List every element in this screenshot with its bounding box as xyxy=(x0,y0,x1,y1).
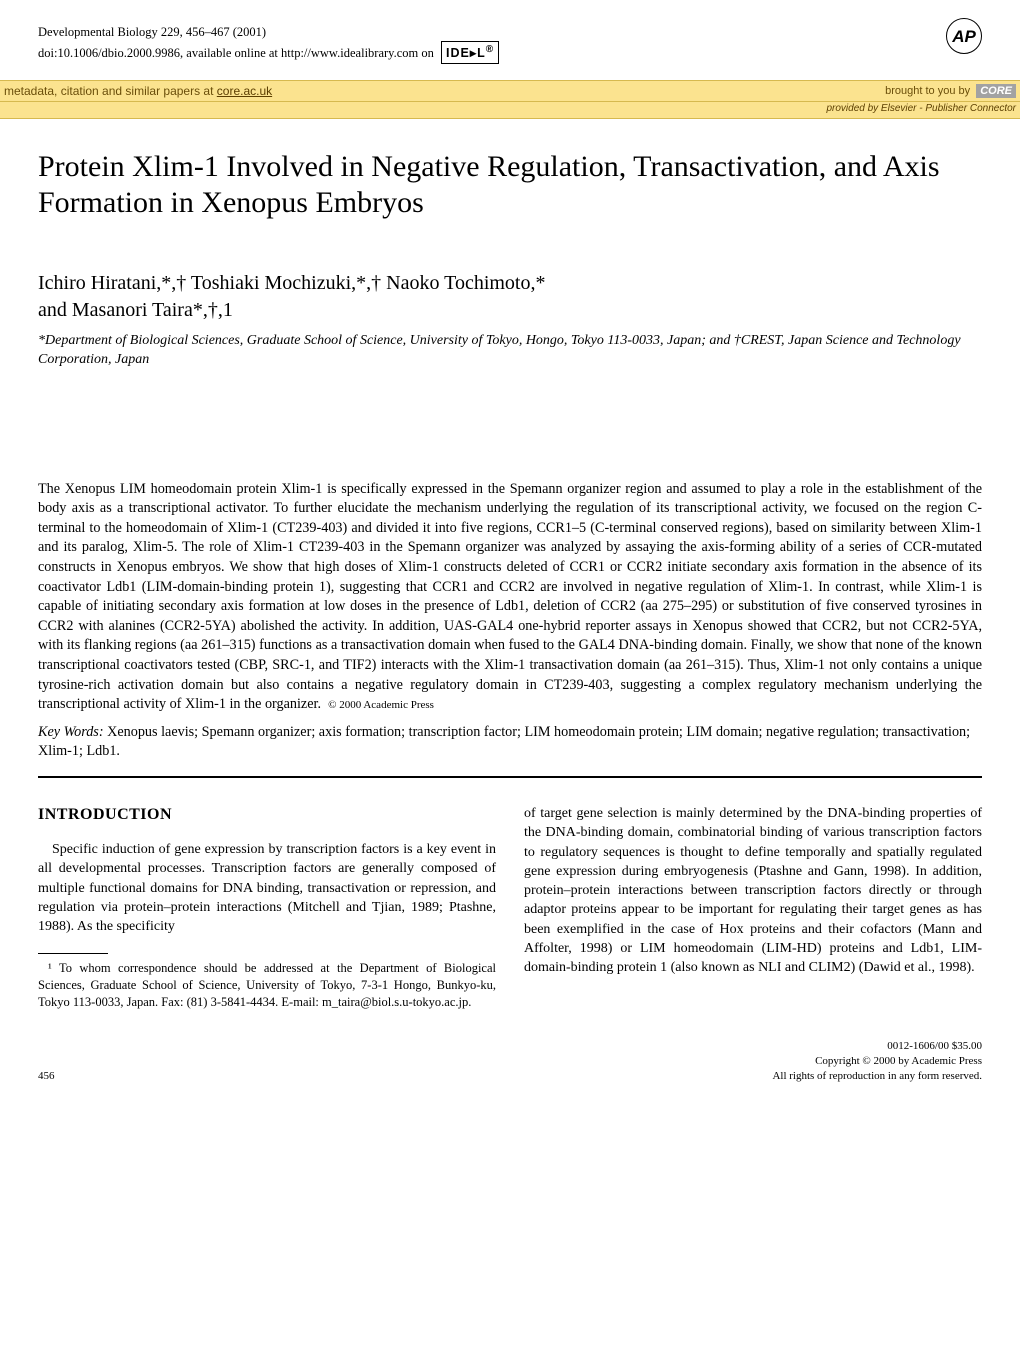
body-columns: INTRODUCTION Specific induction of gene … xyxy=(38,804,982,1011)
doi-text: doi:10.1006/dbio.2000.9986, available on… xyxy=(38,46,434,60)
keywords-text: Xenopus laevis; Spemann organizer; axis … xyxy=(38,724,970,760)
core-banner-right-prefix: brought to you by xyxy=(885,85,970,97)
keywords-block: Key Words: Xenopus laevis; Spemann organ… xyxy=(38,723,982,762)
abstract: The Xenopus LIM homeodomain protein Xlim… xyxy=(38,480,982,715)
footer-issn: 0012-1606/00 $35.00 xyxy=(772,1039,982,1054)
core-link[interactable]: core.ac.uk xyxy=(217,84,272,98)
core-badge: CORE xyxy=(976,84,1016,98)
correspondence-footnote: ¹ To whom correspondence should be addre… xyxy=(38,960,496,1012)
article-title: Protein Xlim-1 Involved in Negative Regu… xyxy=(38,149,982,222)
right-column: of target gene selection is mainly deter… xyxy=(524,804,982,1011)
intro-paragraph-2: of target gene selection is mainly deter… xyxy=(524,804,982,978)
keywords-label: Key Words: xyxy=(38,724,104,740)
abstract-copyright: © 2000 Academic Press xyxy=(328,699,434,711)
page-number: 456 xyxy=(38,1069,55,1084)
ideal-logo: IDE▸L® xyxy=(441,41,499,64)
left-column: INTRODUCTION Specific induction of gene … xyxy=(38,804,496,1011)
intro-paragraph-1: Specific induction of gene expression by… xyxy=(38,840,496,937)
page-footer: 456 0012-1606/00 $35.00 Copyright © 2000… xyxy=(38,1039,982,1084)
footer-rights: All rights of reproduction in any form r… xyxy=(772,1069,982,1084)
abstract-body: The Xenopus LIM homeodomain protein Xlim… xyxy=(38,481,982,713)
horizontal-rule xyxy=(38,776,982,778)
footer-copyright: Copyright © 2000 by Academic Press xyxy=(772,1054,982,1069)
journal-citation: Developmental Biology 229, 456–467 (2001… xyxy=(38,25,266,39)
authors-line-1: Ichiro Hiratani,*,† Toshiaki Mochizuki,*… xyxy=(38,270,982,297)
affiliations: *Department of Biological Sciences, Grad… xyxy=(38,332,982,370)
footnote-rule xyxy=(38,953,108,954)
authors: Ichiro Hiratani,*,† Toshiaki Mochizuki,*… xyxy=(38,270,982,324)
core-banner-left-text: metadata, citation and similar papers at xyxy=(4,84,217,98)
introduction-heading: INTRODUCTION xyxy=(38,804,496,826)
article-title-block: Protein Xlim-1 Involved in Negative Regu… xyxy=(38,149,982,222)
core-banner: metadata, citation and similar papers at… xyxy=(0,80,1020,102)
authors-line-2: and Masanori Taira*,†,1 xyxy=(38,297,982,324)
core-sub-banner: provided by Elsevier - Publisher Connect… xyxy=(0,102,1020,119)
